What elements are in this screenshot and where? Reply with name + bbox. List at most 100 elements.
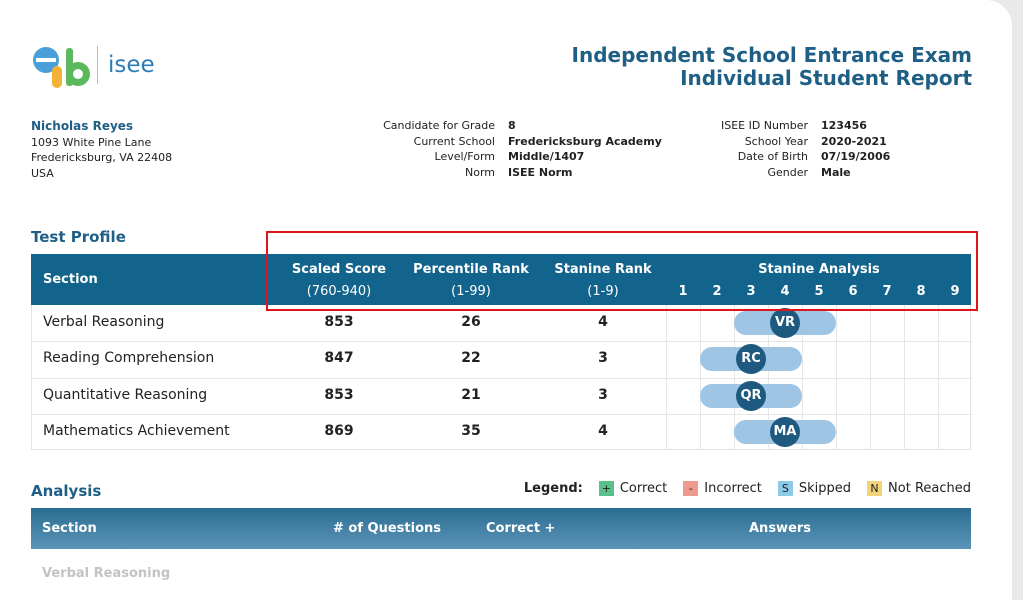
- row-divider: [32, 341, 972, 343]
- stanine-marker: MA: [770, 416, 800, 447]
- column-header: Scaled Score: [291, 262, 387, 277]
- section-name: Verbal Reasoning: [43, 314, 165, 330]
- detail-value: ISEE Norm: [508, 165, 573, 179]
- column-header: Percentile Rank: [413, 262, 529, 277]
- legend-symbol: N: [867, 481, 883, 496]
- column-header: Section: [43, 272, 98, 287]
- address-line: USA: [31, 166, 54, 180]
- column-header: # of Questions: [333, 521, 441, 536]
- stanine-code: VR: [774, 315, 796, 330]
- section-name: Quantitative Reasoning: [43, 386, 208, 403]
- detail-value: 8: [508, 119, 516, 132]
- legend-label: Not Reached: [888, 481, 971, 496]
- column-header: Correct +: [486, 521, 556, 536]
- detail-label: Level/Form: [434, 150, 495, 163]
- column-header: Answers: [749, 521, 812, 536]
- grid-line: [734, 305, 735, 450]
- stanine-rank: 3: [598, 350, 608, 367]
- scaled-score: 853: [324, 314, 354, 330]
- subtitle: Individual Student Report: [680, 66, 972, 90]
- erb-logo: [33, 47, 90, 88]
- profile-table: Section Scaled Score (760-940) Percentile R…: [31, 254, 972, 450]
- column-range: (760-940): [306, 284, 372, 299]
- column-header: Section: [42, 521, 97, 536]
- table-header: [31, 254, 971, 305]
- stanine-number: 5: [814, 284, 824, 299]
- grid-line: [802, 305, 803, 450]
- stanine-number: 7: [882, 284, 892, 299]
- detail-value: Male: [821, 165, 851, 179]
- grid-line: [870, 305, 871, 450]
- grid-line: [904, 305, 905, 450]
- student-info: Nicholas Reyes 1093 White Pine Lane Frede…: [31, 119, 172, 181]
- analysis-header: Section # of Questions Correct + Answers: [31, 508, 971, 549]
- detail-label: Date of Birth: [737, 150, 808, 163]
- row-divider: [32, 413, 972, 415]
- legend-symbol: -: [683, 481, 699, 496]
- percentile-rank: 22: [461, 350, 481, 367]
- stanine-number: 9: [950, 284, 960, 299]
- title: Independent School Entrance Exam: [571, 43, 972, 67]
- detail-label: Current School: [413, 134, 495, 148]
- stanine-number: 1: [678, 284, 688, 299]
- detail-value: 07/19/2006: [821, 150, 891, 163]
- percentile-rank: 21: [461, 386, 481, 403]
- detail-label: ISEE ID Number: [720, 119, 808, 132]
- highlight-box: [266, 231, 978, 311]
- stanine-number: 2: [712, 284, 722, 299]
- student-name: Nicholas Reyes: [31, 119, 134, 133]
- row-divider: [32, 377, 972, 379]
- legend: Legend: + Correct - Incorrect S Skipped N Not R…: [524, 481, 971, 496]
- scaled-score: 847: [324, 350, 354, 367]
- stanine-rank: 3: [598, 386, 608, 403]
- stanine-marker: VR: [770, 308, 800, 338]
- address-line: Fredericksburg, VA 22408: [31, 151, 173, 164]
- legend-symbol: +: [598, 481, 614, 496]
- stanine-rank: 4: [598, 422, 608, 439]
- stanine-code: MA: [773, 423, 797, 439]
- percentile-rank: 26: [461, 314, 481, 330]
- detail-label: Gender: [767, 165, 808, 179]
- legend-label: Skipped: [798, 481, 852, 496]
- detail-value: Fredericksburg Academy: [508, 134, 662, 148]
- section-title: Analysis: [31, 482, 102, 500]
- detail-label: School Year: [744, 134, 808, 148]
- report-title: Independent School Entrance Exam Individ…: [572, 44, 972, 90]
- legend-symbol: S: [777, 481, 793, 496]
- analysis-row: Verbal Reasoning: [42, 566, 171, 581]
- detail-label: Candidate for Grade: [383, 119, 495, 132]
- column-range: (1-9): [587, 284, 619, 299]
- detail-label: Norm: [464, 165, 495, 179]
- logo-divider: [97, 46, 98, 84]
- stanine-code: QR: [740, 387, 762, 403]
- stanine-code: RC: [741, 351, 761, 367]
- stanine-number: 8: [916, 284, 926, 299]
- detail-value: 2020-2021: [821, 134, 887, 148]
- column-header: Stanine Analysis: [758, 262, 880, 277]
- grid-line: [836, 305, 837, 450]
- logo-text: isee: [108, 52, 155, 78]
- stanine-number: 4: [780, 284, 790, 299]
- scaled-score: 853: [324, 386, 354, 403]
- grid-line: [666, 305, 667, 450]
- stanine-marker: QR: [736, 380, 766, 411]
- column-header: Stanine Rank: [554, 262, 652, 277]
- stanine-marker: RC: [736, 344, 766, 375]
- address-line: 1093 White Pine Lane: [31, 135, 152, 149]
- stanine-number: 3: [746, 284, 756, 299]
- column-range: (1-99): [451, 284, 491, 299]
- detail-value: 123456: [821, 119, 867, 132]
- legend-label: Correct: [619, 481, 668, 496]
- section-name: Reading Comprehension: [43, 350, 215, 367]
- grid-line: [938, 305, 939, 450]
- stanine-rank: 4: [598, 314, 608, 330]
- grid-line: [768, 305, 769, 450]
- legend-title: Legend:: [523, 481, 583, 496]
- stanine-number: 6: [848, 284, 858, 299]
- scaled-score: 869: [324, 422, 354, 439]
- percentile-rank: 35: [461, 422, 481, 439]
- section-name: Mathematics Achievement: [43, 422, 230, 439]
- legend-label: Incorrect: [704, 481, 762, 496]
- section-title: Test Profile: [31, 228, 126, 246]
